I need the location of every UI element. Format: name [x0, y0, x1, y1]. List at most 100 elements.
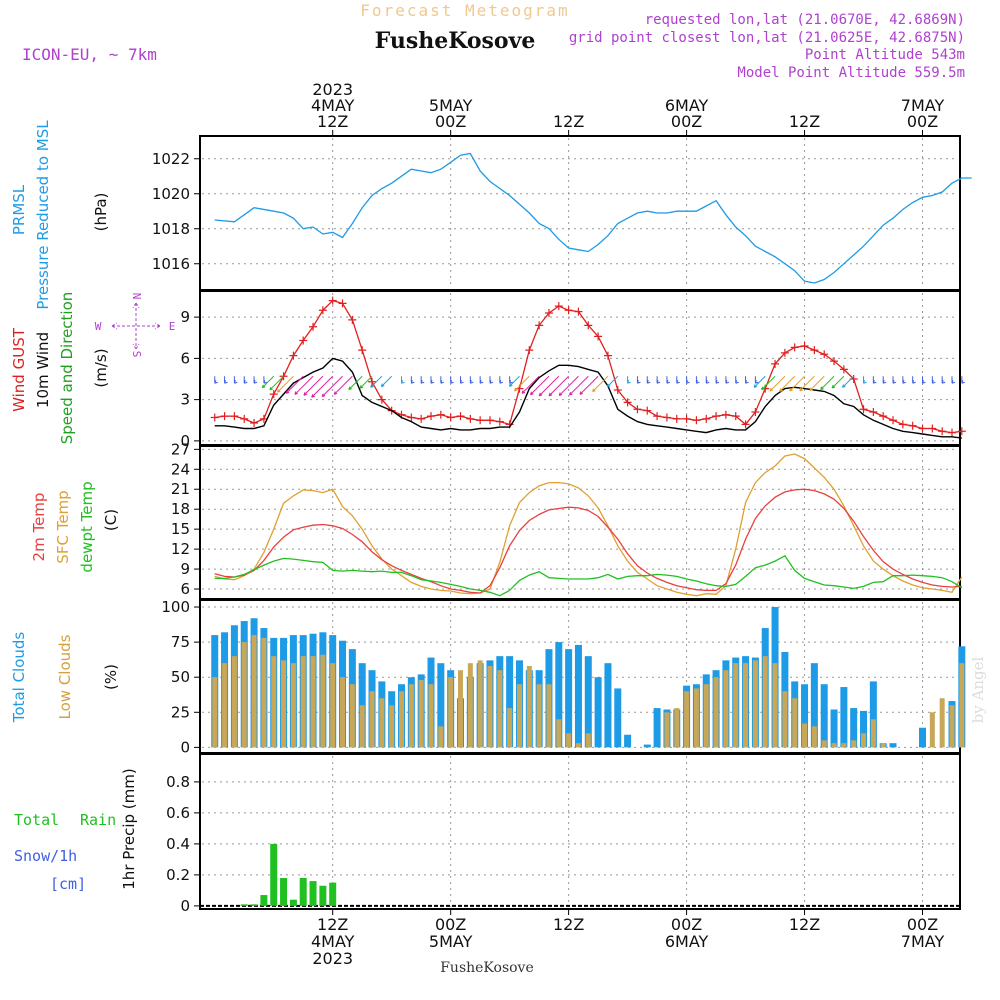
precip-bar [329, 882, 337, 906]
wind-arrow [686, 376, 690, 384]
footer-location: FusheKosove [440, 960, 534, 976]
wind-arrow [745, 376, 749, 384]
low-cloud-bar [310, 656, 316, 748]
gust-marker [574, 307, 583, 316]
wind-arrow [459, 376, 464, 384]
chart-title: Forecast Meteogram [360, 1, 569, 20]
model-altitude: Model Point Altitude 559.5m [737, 65, 965, 81]
top-time-label: 12Z [789, 112, 820, 131]
wind-arrow [348, 375, 363, 391]
compass-w: W [95, 320, 102, 333]
wind-arrow [761, 375, 776, 391]
wind-arrow [863, 376, 867, 384]
y-axes: 1016101810201022036969121518212427025507… [152, 150, 200, 915]
total-cloud-bar [653, 708, 661, 748]
low-cloud-bar [261, 637, 267, 748]
top-time-label: 4MAY [311, 96, 355, 115]
gust-marker [377, 395, 386, 404]
total-clouds-label: Total Clouds [10, 632, 28, 724]
compass-s: S [130, 351, 143, 358]
low-cloud-bar [546, 684, 552, 748]
low-cloud-bar [497, 670, 503, 748]
gust-marker [672, 414, 681, 423]
y-tick-label: 3 [180, 391, 190, 409]
wind-arrow [538, 375, 560, 397]
wind-arrow [753, 375, 766, 388]
precip-bar [260, 895, 268, 906]
y-tick-label: 1020 [152, 185, 190, 203]
total-cloud-bar [555, 642, 563, 748]
wind-arrow [695, 376, 700, 384]
bottom-time-label: 12Z [317, 915, 348, 934]
clouds-unit: (%) [102, 664, 120, 690]
y-tick-label: 6 [180, 349, 190, 367]
cloud-labels: Total Clouds Low Clouds (%) [10, 632, 120, 724]
low-cloud-bar [566, 733, 572, 748]
data-marks [200, 152, 972, 907]
y-tick-label: 0 [180, 432, 190, 450]
y-tick-label: 0.2 [166, 866, 190, 884]
wind-arrow [961, 376, 965, 384]
wind-arrow [521, 375, 540, 394]
gust-marker [436, 410, 445, 419]
y-tick-label: 18 [171, 500, 190, 518]
gust-marker [485, 416, 494, 425]
y-tick-label: 12 [171, 540, 190, 558]
total-cloud-bar [850, 708, 858, 748]
gust-marker [250, 419, 259, 427]
low-cloud-bar [939, 698, 945, 748]
t2m-line [214, 488, 962, 594]
y-tick-label: 9 [180, 308, 190, 326]
gust-marker [554, 302, 563, 311]
precip-bar [240, 904, 248, 906]
low-cloud-bar [507, 708, 513, 748]
wind-arrow [820, 375, 835, 391]
sfc-label: SFC Temp [54, 490, 72, 563]
gust-marker [613, 386, 622, 394]
gust-marker [751, 408, 760, 416]
low-cloud-bar [536, 684, 542, 748]
gust-marker [220, 412, 229, 421]
low-cloud-bar [959, 663, 965, 748]
wind-arrow [725, 376, 730, 384]
cm-label: [cm] [50, 875, 86, 893]
closest-coords: grid point closest lon,lat (21.0625E, 42… [569, 30, 965, 46]
precip-bar [280, 878, 288, 906]
precip-bar [319, 885, 327, 906]
wind-arrow [636, 376, 641, 384]
bottom-time-label: 12Z [789, 915, 820, 934]
total-cloud-bar [574, 644, 582, 748]
low-cloud-bar [340, 677, 346, 748]
gust-marker [525, 346, 534, 355]
gust-marker [790, 343, 799, 352]
low-cloud-bar [831, 743, 837, 748]
gust-marker [318, 306, 327, 315]
low-cloud-bar [448, 677, 454, 748]
gust-marker [623, 398, 632, 407]
bottom-time-label: 12Z [553, 915, 584, 934]
wind-arrow [359, 375, 373, 389]
gust-marker [210, 413, 219, 422]
total-cloud-bar [437, 663, 445, 748]
compass-n: N [130, 293, 143, 300]
low-cloud-bar [369, 691, 375, 748]
wind-arrow [715, 376, 720, 384]
low-cloud-bar [271, 656, 277, 748]
gust-marker [289, 351, 298, 360]
gust-marker [889, 416, 898, 425]
pressure-unit: (hPa) [92, 193, 110, 232]
gust-marker [584, 321, 593, 330]
panel-frames [199, 135, 961, 910]
snow-label: Snow/1h [14, 847, 77, 865]
gust-line [214, 299, 962, 434]
wind-arrow [469, 376, 474, 384]
wind-arrow [276, 375, 294, 393]
wind-arrow [294, 375, 314, 395]
sfc-temp-line [214, 453, 963, 597]
gust-marker [446, 413, 455, 422]
gust-marker [407, 413, 416, 422]
total-cloud-bar [869, 681, 877, 748]
wind-arrow [440, 376, 444, 384]
wind-arrow [333, 375, 353, 395]
gust-marker [771, 359, 780, 368]
